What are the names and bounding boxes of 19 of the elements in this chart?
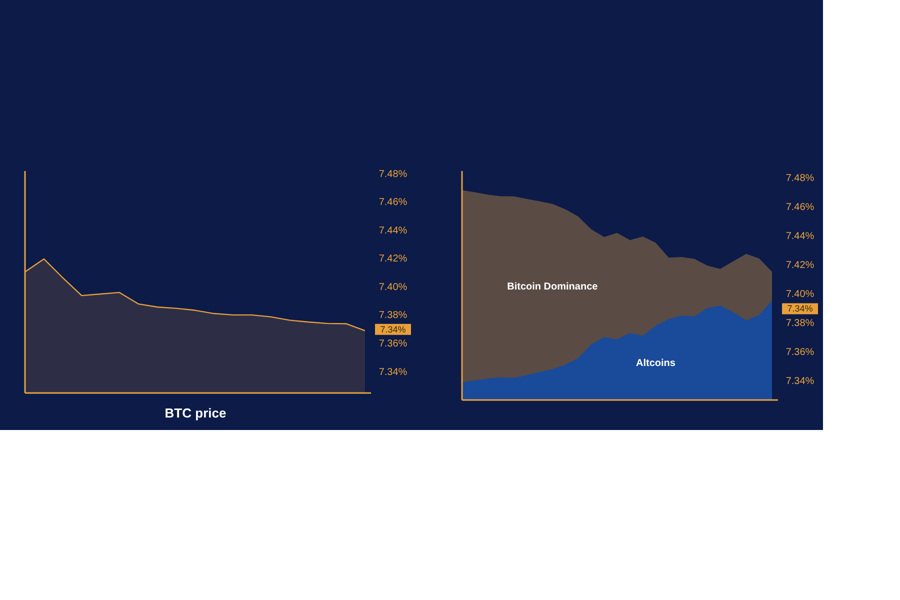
y-tick-label: 7.48%	[786, 173, 814, 184]
y-tick-label: 7.46%	[378, 197, 408, 208]
y-tick-label: 7.46%	[786, 202, 814, 214]
y-tick-label: 7.40%	[378, 282, 408, 293]
y-tick-label: 7.34%	[378, 366, 408, 378]
y-tick-label: 7.40%	[786, 289, 814, 300]
series-label: Altcoins	[636, 358, 676, 369]
y-tick-label: 7.44%	[378, 225, 408, 236]
y-tick-label: 7.34%	[786, 376, 814, 388]
y-tick-label: 7.48%	[378, 168, 408, 180]
y-tick-label: 7.38%	[786, 318, 814, 330]
y-tick-label: 7.36%	[378, 338, 408, 350]
series-label: Bitcoin Dominance	[507, 282, 598, 293]
y-tick-label: 7.38%	[378, 310, 408, 322]
y-tick-label: 7.44%	[786, 231, 814, 242]
x-axis-title: BTC price	[164, 406, 226, 420]
y-tick-label: 7.42%	[378, 254, 408, 265]
y-tick-label: 7.36%	[786, 347, 814, 358]
y-tick-label: 7.42%	[786, 260, 814, 272]
